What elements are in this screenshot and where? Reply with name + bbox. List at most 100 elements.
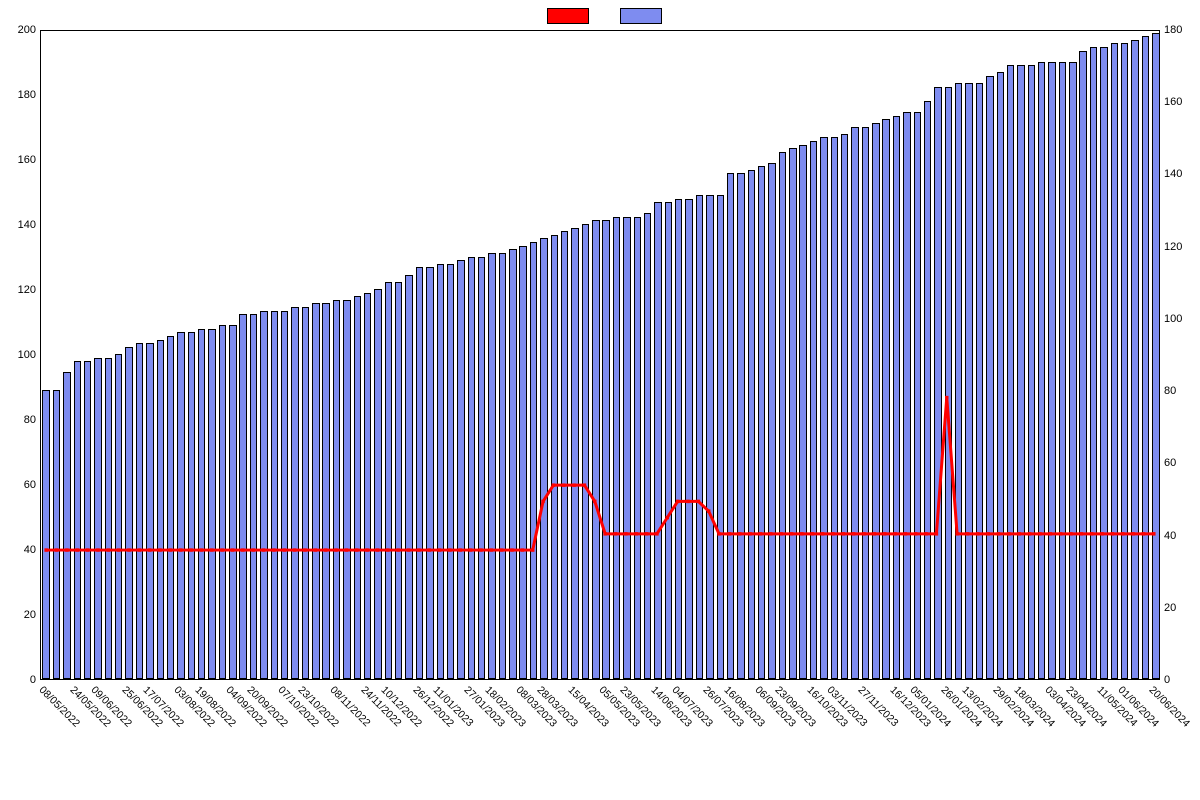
line-marker	[800, 532, 803, 535]
line-marker	[1152, 532, 1155, 535]
line-marker	[365, 548, 368, 551]
legend-swatch-bar	[620, 8, 662, 24]
ytick-right: 180	[1164, 24, 1182, 36]
line-marker	[935, 532, 938, 535]
ytick-right: 40	[1164, 530, 1176, 542]
line-marker	[220, 548, 223, 551]
line-marker	[955, 532, 958, 535]
line-marker	[841, 532, 844, 535]
line-marker	[1069, 532, 1072, 535]
line-marker	[645, 532, 648, 535]
line-layer	[41, 31, 1159, 680]
line-marker	[1090, 532, 1093, 535]
line-marker	[44, 548, 47, 551]
line-marker	[324, 548, 327, 551]
line-marker	[676, 500, 679, 503]
y-axis-right: 020406080100120140160180	[1160, 30, 1200, 680]
line-marker	[521, 548, 524, 551]
line-marker	[593, 500, 596, 503]
line-marker	[541, 500, 544, 503]
line-marker	[1028, 532, 1031, 535]
ytick-right: 100	[1164, 313, 1182, 325]
line-marker	[345, 548, 348, 551]
line-marker	[479, 548, 482, 551]
line-marker	[262, 548, 265, 551]
line-marker	[293, 548, 296, 551]
line-marker	[303, 548, 306, 551]
ytick-left: 180	[18, 89, 36, 101]
line-marker	[1131, 532, 1134, 535]
line-marker	[976, 532, 979, 535]
line-marker	[779, 532, 782, 535]
line-marker	[624, 532, 627, 535]
ytick-left: 120	[18, 284, 36, 296]
line-marker	[831, 532, 834, 535]
line-marker	[810, 532, 813, 535]
ytick-right: 160	[1164, 96, 1182, 108]
line-marker	[1111, 532, 1114, 535]
line-marker	[65, 548, 68, 551]
line-marker	[490, 548, 493, 551]
line-marker	[251, 548, 254, 551]
line-marker	[169, 548, 172, 551]
line-marker	[862, 532, 865, 535]
line-marker	[603, 532, 606, 535]
line-marker	[748, 532, 751, 535]
line-marker	[1100, 532, 1103, 535]
line-marker	[376, 548, 379, 551]
line-marker	[893, 532, 896, 535]
line-marker	[189, 548, 192, 551]
line-marker	[148, 548, 151, 551]
line-marker	[1059, 532, 1062, 535]
line-marker	[583, 483, 586, 486]
line-marker	[572, 483, 575, 486]
ytick-right: 140	[1164, 168, 1182, 180]
line-marker	[86, 548, 89, 551]
line-marker	[55, 548, 58, 551]
line-marker	[283, 548, 286, 551]
line-marker	[966, 532, 969, 535]
line-marker	[138, 548, 141, 551]
line-marker	[821, 532, 824, 535]
line-marker	[562, 483, 565, 486]
line-marker	[531, 548, 534, 551]
legend-swatch-line	[547, 8, 589, 24]
line-marker	[945, 396, 948, 399]
line-marker	[1038, 532, 1041, 535]
ytick-right: 0	[1164, 674, 1170, 686]
ytick-left: 20	[24, 609, 36, 621]
line-marker	[924, 532, 927, 535]
plot-area	[40, 30, 1160, 680]
line-marker	[427, 548, 430, 551]
line-marker	[1007, 532, 1010, 535]
line-marker	[107, 548, 110, 551]
line-marker	[769, 532, 772, 535]
plot-inner	[40, 30, 1160, 680]
line-marker	[759, 532, 762, 535]
ytick-left: 140	[18, 219, 36, 231]
line-marker	[614, 532, 617, 535]
line-marker	[904, 532, 907, 535]
line-marker	[458, 548, 461, 551]
x-axis: 08/05/202224/05/202209/06/202225/06/2022…	[40, 680, 1160, 800]
line-marker	[179, 548, 182, 551]
line-marker	[552, 483, 555, 486]
ytick-left: 0	[30, 674, 36, 686]
line-marker	[707, 509, 710, 512]
line-marker	[1049, 532, 1052, 535]
ytick-left: 60	[24, 479, 36, 491]
line-marker	[697, 500, 700, 503]
line-marker	[790, 532, 793, 535]
combo-chart: 020406080100120140160180200 020406080100…	[0, 0, 1200, 800]
line-marker	[738, 532, 741, 535]
line-marker	[666, 516, 669, 519]
ytick-right: 80	[1164, 385, 1176, 397]
line-marker	[75, 548, 78, 551]
line-marker	[96, 548, 99, 551]
line-marker	[469, 548, 472, 551]
line-marker	[986, 532, 989, 535]
line-marker	[1121, 532, 1124, 535]
line-marker	[438, 548, 441, 551]
line-marker	[873, 532, 876, 535]
line-marker	[231, 548, 234, 551]
